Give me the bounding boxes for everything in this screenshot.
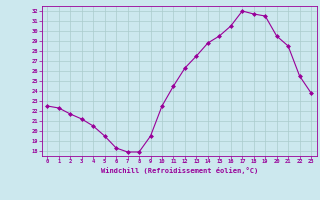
X-axis label: Windchill (Refroidissement éolien,°C): Windchill (Refroidissement éolien,°C) [100, 167, 258, 174]
